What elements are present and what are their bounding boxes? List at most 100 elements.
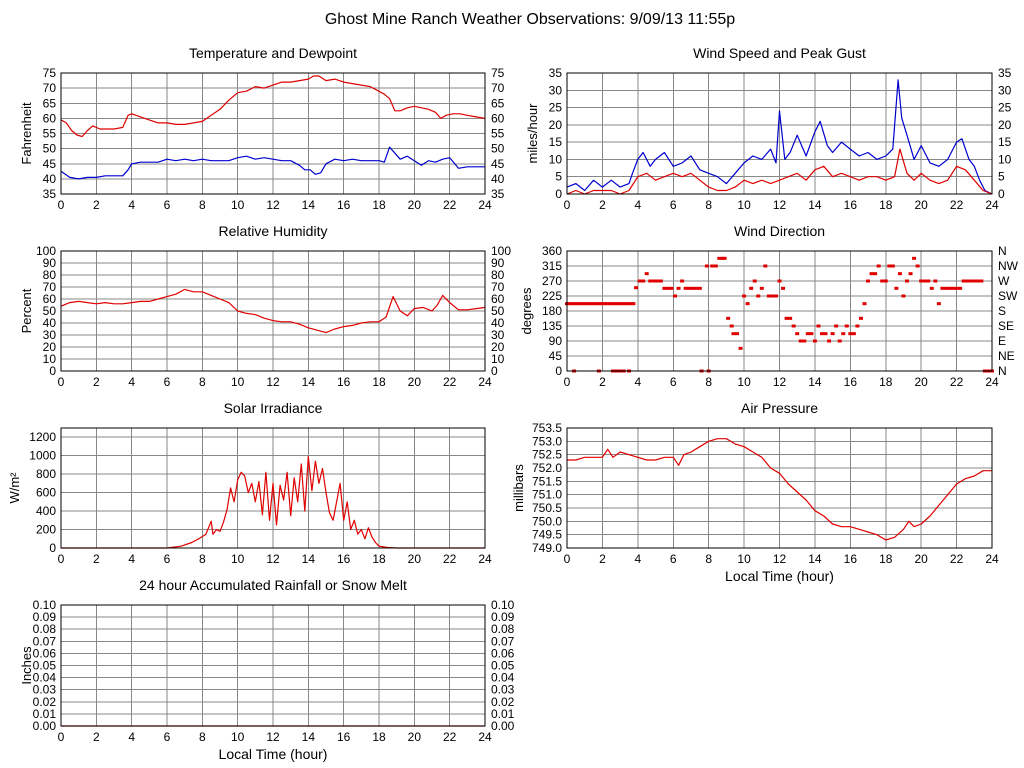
x-tick-label: 14 [302, 730, 316, 744]
y-tick-label: 45 [549, 349, 563, 363]
y-tick-label: 753.5 [532, 421, 562, 435]
right-tick-label: 55 [491, 127, 505, 141]
x-tick-label: 2 [599, 375, 606, 389]
x-tick-label: 24 [478, 730, 492, 744]
y-tick-label: 40 [43, 316, 57, 330]
y-tick-label: 65 [43, 96, 57, 110]
direction-point [965, 279, 970, 283]
y-tick-label: 751.5 [532, 474, 562, 488]
direction-point [604, 302, 609, 306]
y-axis-label: W/m² [7, 472, 22, 504]
x-tick-label: 4 [634, 198, 641, 212]
x-tick-label: 18 [372, 730, 386, 744]
x-tick-label: 10 [231, 198, 245, 212]
x-tick-label: 2 [599, 198, 606, 212]
x-tick-label: 14 [302, 198, 316, 212]
x-tick-label: 2 [93, 552, 100, 566]
x-tick-label: 22 [443, 552, 457, 566]
y-tick-label: 749.0 [532, 541, 562, 555]
right-tick-label: 70 [491, 81, 505, 95]
series-line-1 [60, 146, 485, 180]
y-tick-label: 50 [43, 142, 57, 156]
direction-point [926, 279, 931, 283]
x-tick-label: 10 [737, 198, 751, 212]
x-tick-label: 8 [199, 552, 206, 566]
y-tick-label: 80 [43, 268, 57, 282]
direction-point [777, 279, 782, 283]
y-tick-label: 0.01 [33, 707, 57, 721]
series-line-0 [61, 456, 485, 549]
plot-frame [60, 72, 486, 195]
y-tick-label: 0 [555, 364, 562, 378]
x-tick-label: 18 [372, 375, 386, 389]
y-tick-label: 10 [43, 352, 57, 366]
y-tick-label: 35 [43, 187, 57, 201]
direction-point [766, 294, 771, 298]
y-tick-label: 0.06 [33, 646, 57, 660]
chart-title: Wind Speed and Peak Gust [693, 45, 866, 61]
right-tick-label: 60 [491, 292, 505, 306]
y-tick-label: 750.5 [532, 501, 562, 515]
x-tick-label: 8 [705, 552, 712, 566]
right-tick-label: 30 [998, 83, 1012, 97]
y-tick-label: 30 [549, 83, 563, 97]
y-tick-label: 50 [43, 304, 57, 318]
direction-point [713, 264, 718, 268]
y-tick-label: 90 [549, 334, 563, 348]
series-line-1 [566, 148, 993, 195]
direction-point [648, 279, 653, 283]
chart-title: Solar Irradiance [224, 400, 323, 416]
y-tick-label: 180 [542, 304, 562, 318]
y-tick-label: 751.0 [532, 488, 562, 502]
right-tick-label: 35 [998, 66, 1012, 80]
y-tick-label: 0.07 [33, 634, 57, 648]
y-tick-label: 0.02 [33, 695, 57, 709]
direction-point [890, 264, 895, 268]
right-tick-label: 25 [998, 101, 1012, 115]
x-tick-label: 14 [302, 375, 316, 389]
compass-tick-label: W [998, 274, 1010, 288]
direction-point [683, 286, 688, 290]
right-tick-label: 0.09 [491, 610, 515, 624]
x-tick-label: 0 [58, 198, 65, 212]
right-tick-label: 30 [491, 328, 505, 342]
compass-tick-label: E [998, 334, 1006, 348]
direction-point [798, 339, 803, 343]
y-tick-label: 60 [43, 111, 57, 125]
x-tick-label: 2 [599, 552, 606, 566]
direction-point [830, 332, 835, 336]
direction-point [855, 324, 860, 328]
right-tick-label: 10 [998, 152, 1012, 166]
compass-tick-label: SE [998, 319, 1014, 333]
y-axis-label: Inches [19, 646, 34, 685]
direction-point [697, 286, 702, 290]
y-tick-label: 200 [36, 523, 56, 537]
plot-frame [60, 427, 486, 549]
right-tick-label: 75 [491, 66, 505, 80]
direction-point [623, 302, 628, 306]
direction-point [905, 279, 909, 283]
right-tick-label: 0.07 [491, 634, 515, 648]
x-tick-label: 24 [985, 552, 999, 566]
x-tick-label: 8 [705, 198, 712, 212]
x-tick-label: 0 [564, 552, 571, 566]
x-tick-label: 12 [773, 552, 787, 566]
chart-solar: 0 2 4 6 8 10 12 14 16 18 20 22 240200400600800100012… [7, 400, 492, 566]
direction-point [812, 339, 817, 343]
direction-point [791, 324, 796, 328]
chart-temp: 0 2 4 6 8 10 12 14 16 18 20 22 243540455055606570753… [19, 45, 505, 212]
series-line-0 [60, 288, 486, 334]
x-tick-label: 12 [773, 375, 787, 389]
direction-point [612, 302, 617, 306]
chart-pressure: 0 2 4 6 8 10 12 14 16 18 20 22 24749.0749.5750.0750.… [511, 400, 999, 584]
direction-point [979, 279, 984, 283]
y-tick-label: 0.09 [33, 610, 57, 624]
x-tick-label: 10 [231, 552, 245, 566]
y-tick-label: 600 [36, 486, 56, 500]
x-tick-label: 18 [879, 552, 893, 566]
direction-point [897, 272, 902, 276]
x-tick-label: 18 [372, 198, 386, 212]
x-tick-label: 2 [93, 730, 100, 744]
right-tick-label: 20 [998, 118, 1012, 132]
x-tick-label: 0 [564, 375, 571, 389]
